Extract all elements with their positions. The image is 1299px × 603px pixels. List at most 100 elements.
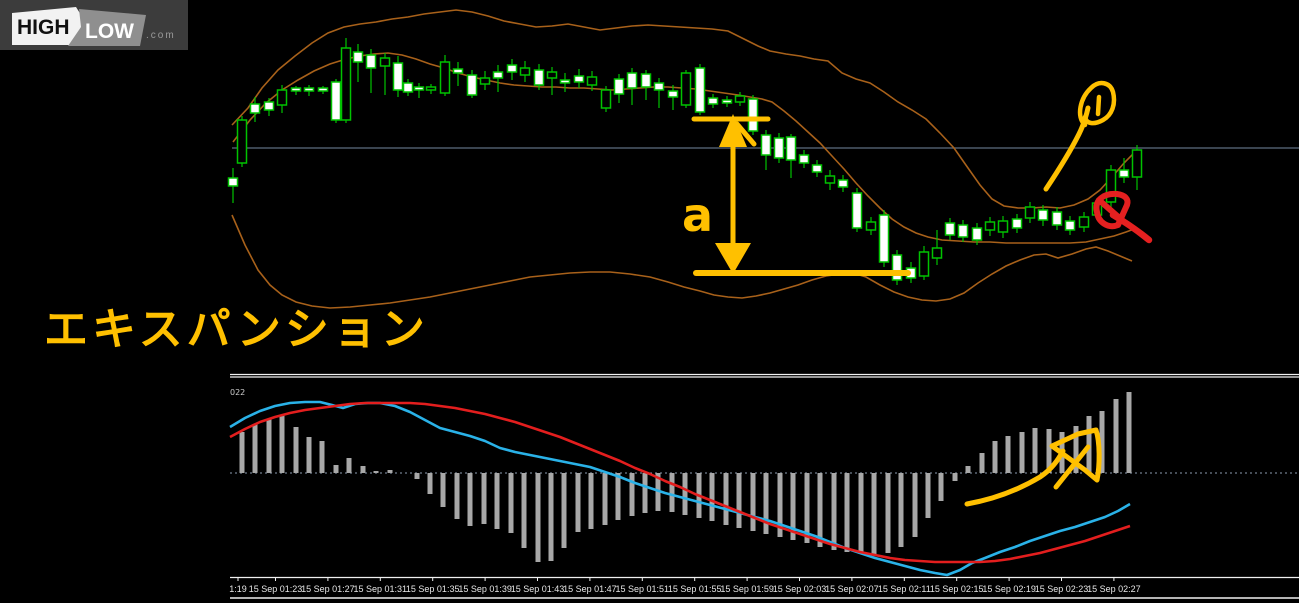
logo-low-text: LOW — [85, 20, 134, 43]
candle-body — [466, 74, 478, 96]
measure-letter-a: a — [682, 188, 713, 242]
candle-body — [626, 72, 638, 89]
macd-histogram-bar — [333, 465, 339, 473]
candle-body — [506, 64, 518, 73]
macd-arrowhead-icon — [1049, 427, 1102, 490]
candle-body — [352, 51, 364, 63]
macd-histogram-bar — [763, 473, 769, 534]
time-axis-label: 1:19 — [229, 584, 247, 594]
macd-histogram-bar — [1113, 399, 1119, 473]
macd-histogram-bar — [844, 473, 850, 552]
time-axis-label: 15 Sep 02:15 — [930, 584, 984, 594]
candle-body — [263, 101, 275, 111]
candle-body — [392, 62, 404, 91]
macd-histogram-bar — [925, 473, 931, 518]
time-axis-label: 15 Sep 02:23 — [1035, 584, 1089, 594]
macd-histogram-bar — [279, 415, 285, 473]
time-axis-label: 15 Sep 01:23 — [249, 584, 303, 594]
candle-body — [971, 227, 983, 241]
macd-histogram-bar — [858, 473, 864, 554]
hand-drawn-annotations: a — [682, 80, 1153, 507]
time-axis-label: 15 Sep 01:35 — [406, 584, 460, 594]
macd-value-label: 022 — [230, 388, 245, 397]
candle-body — [413, 86, 425, 91]
macd-histogram-bar — [440, 473, 446, 507]
macd-histogram-bar — [979, 453, 985, 473]
macd-signal-line — [229, 401, 1131, 564]
candle-body — [613, 78, 625, 95]
time-axis-label: 15 Sep 01:59 — [720, 584, 774, 594]
candle-body — [680, 72, 692, 106]
candle-body — [249, 103, 261, 114]
candle-body — [707, 97, 719, 105]
candle-body — [546, 71, 558, 79]
logo-low-panel — [68, 9, 146, 46]
logo-com-text: .com — [146, 30, 176, 41]
macd-histogram-bar — [1005, 436, 1011, 473]
macd-histogram-bar — [508, 473, 514, 533]
macd-panel: 022 — [229, 388, 1299, 577]
candle-body — [1131, 149, 1143, 178]
macd-histogram-bar — [521, 473, 527, 548]
candle-body — [340, 47, 352, 121]
candle-body — [640, 73, 652, 88]
red-arrow-tail — [1109, 211, 1153, 244]
candle-body — [425, 86, 437, 91]
time-axis-label: 15 Sep 02:07 — [825, 584, 879, 594]
macd-histogram-bar — [938, 473, 944, 501]
candle-body — [559, 79, 571, 84]
macd-histogram — [239, 392, 1132, 562]
candle-body — [402, 82, 414, 93]
highlow-logo: HIGH LOW .com — [0, 0, 188, 50]
macd-up-arrow-tail — [964, 448, 1066, 507]
macd-histogram-bar — [804, 473, 810, 543]
macd-histogram-bar — [548, 473, 554, 561]
macd-histogram-bar — [669, 473, 675, 512]
candle-body — [878, 214, 890, 263]
macd-histogram-bar — [306, 437, 312, 473]
macd-histogram-bar — [682, 473, 688, 515]
candle-body — [519, 67, 531, 76]
time-axis-label: 15 Sep 01:27 — [301, 584, 355, 594]
candle-body — [1118, 169, 1130, 178]
macd-histogram-bar — [481, 473, 487, 524]
candle-body — [957, 224, 969, 238]
candle-body — [721, 99, 733, 104]
candle-body — [837, 179, 849, 188]
macd-histogram-bar — [992, 441, 998, 473]
candle-body — [997, 220, 1009, 233]
candle-body — [1105, 169, 1117, 203]
macd-histogram-bar — [588, 473, 594, 529]
candle-body — [276, 89, 288, 106]
macd-line — [229, 400, 1131, 577]
macd-histogram-bar — [373, 471, 379, 473]
macd-histogram-bar — [346, 458, 352, 473]
macd-histogram-bar — [750, 473, 756, 531]
macd-histogram-bar — [535, 473, 541, 562]
candle-body — [1011, 218, 1023, 229]
candle-body — [492, 71, 504, 79]
candle-body — [573, 75, 585, 83]
macd-histogram-bar — [736, 473, 742, 528]
candle-body — [1078, 216, 1090, 228]
bollinger-lower-band — [231, 214, 1133, 309]
candle-body — [760, 134, 772, 156]
candle-body — [891, 254, 903, 281]
candle-body — [694, 67, 706, 113]
macd-histogram-bar — [898, 473, 904, 547]
macd-histogram-bar — [871, 473, 877, 555]
macd-histogram-bar — [414, 473, 420, 479]
candle-body — [734, 95, 746, 103]
candle-body — [236, 119, 248, 164]
time-axis-label: 15 Sep 02:19 — [982, 584, 1036, 594]
candle-body — [586, 76, 598, 86]
candle-body — [330, 81, 342, 121]
macd-histogram-bar — [387, 470, 393, 473]
macd-histogram-bar — [723, 473, 729, 525]
candle-body — [747, 98, 759, 132]
candle-body — [1051, 211, 1063, 226]
time-axis-label: 15 Sep 01:31 — [354, 584, 408, 594]
candle-body — [944, 222, 956, 236]
